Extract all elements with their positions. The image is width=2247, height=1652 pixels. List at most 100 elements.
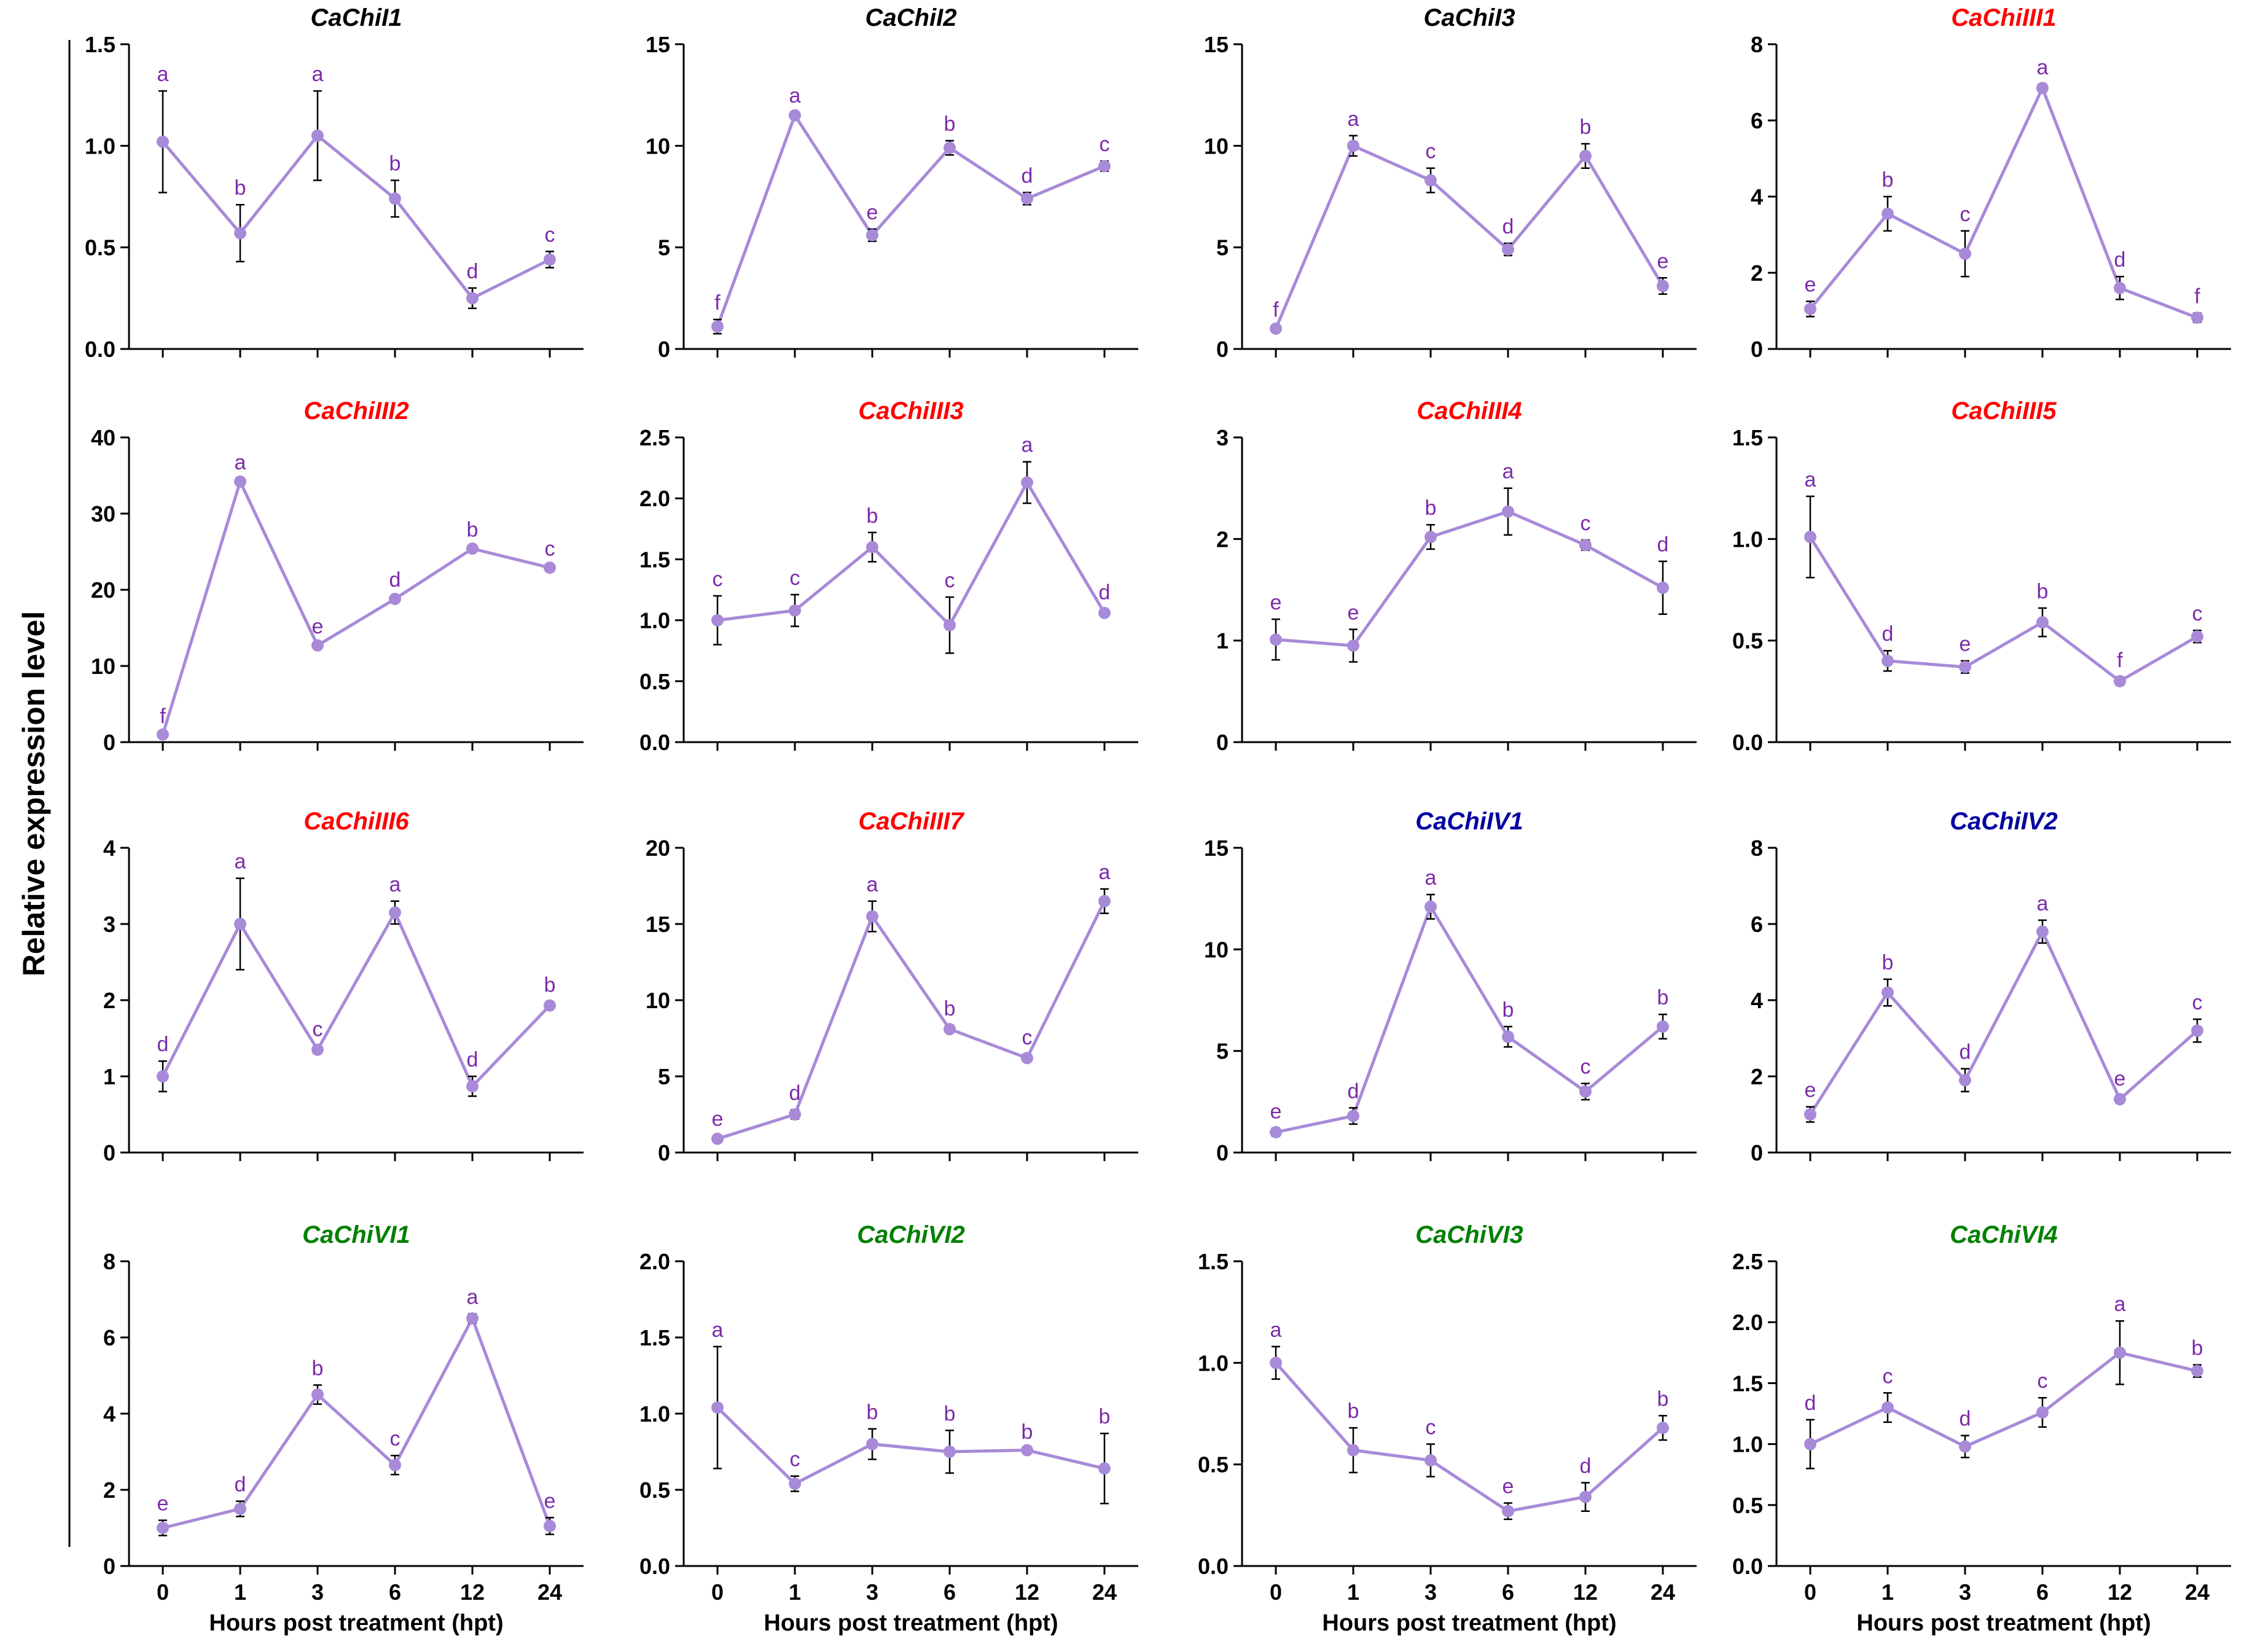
- x-tick-label: 3: [1424, 1580, 1437, 1605]
- data-label: a: [1503, 460, 1514, 483]
- data-point: [2114, 675, 2126, 687]
- y-tick-label: 1: [1216, 628, 1229, 654]
- data-label: a: [467, 1286, 479, 1309]
- y-tick-label: 4: [1751, 184, 1763, 209]
- panel-CaChiI2: CaChiI2 0 5 10 15 f a e b d c: [646, 4, 1138, 362]
- data-label: c: [945, 569, 955, 592]
- panel-CaChiIII2: CaChiIII2 0 10 20 30 40 f a e d b c: [91, 397, 584, 755]
- y-tick-label: 3: [1216, 425, 1229, 450]
- y-tick-label: 6: [1751, 912, 1763, 937]
- data-label: a: [235, 451, 246, 474]
- data-point: [2114, 1346, 2126, 1359]
- data-point: [1502, 505, 1514, 518]
- data-label: b: [867, 504, 878, 528]
- data-label: d: [235, 1473, 246, 1497]
- y-tick-label: 3: [103, 912, 115, 937]
- data-point: [1270, 1125, 1282, 1138]
- data-label: e: [1348, 601, 1359, 624]
- y-tick-label: 40: [91, 425, 115, 450]
- y-tick-label: 0: [1751, 337, 1763, 362]
- y-tick-label: 2.5: [639, 425, 670, 450]
- x-tick-label: 1: [789, 1580, 801, 1605]
- y-tick-label: 10: [646, 988, 670, 1013]
- data-point: [157, 135, 169, 148]
- y-tick-label: 1.0: [1732, 527, 1763, 552]
- data-label: b: [312, 1357, 324, 1380]
- y-tick-label: 5: [1216, 235, 1229, 260]
- data-label: b: [2192, 1337, 2203, 1360]
- y-tick-label: 1.0: [85, 133, 115, 159]
- y-tick-label: 0.0: [639, 730, 670, 755]
- y-tick-label: 0.5: [1732, 628, 1763, 654]
- data-label: f: [2117, 649, 2123, 672]
- data-point: [1270, 633, 1282, 646]
- y-axis-label: Relative expression level: [17, 611, 51, 977]
- y-tick-label: 15: [646, 32, 670, 57]
- y-tick-label: 2.5: [1732, 1249, 1763, 1274]
- data-label: d: [1960, 1407, 1971, 1431]
- data-point: [866, 541, 878, 554]
- y-tick-label: 2: [1216, 527, 1229, 552]
- series-line: [716, 112, 1105, 327]
- y-tick-label: 0: [1216, 730, 1229, 755]
- data-point: [1579, 1085, 1592, 1098]
- panel-CaChiVI4: CaChiVI4 0.0 0.5 1.0 1.5 2.0 2.5 0 1 3 6 12 24 Hours …: [1732, 1221, 2231, 1636]
- y-tick-label: 0.0: [85, 337, 115, 362]
- data-point: [466, 542, 479, 555]
- data-point: [2191, 630, 2203, 643]
- panel-title: CaChiIII2: [303, 397, 408, 425]
- data-point: [711, 614, 724, 627]
- y-tick-label: 0: [658, 337, 670, 362]
- y-tick-label: 10: [1204, 133, 1229, 159]
- data-label: a: [1022, 434, 1033, 457]
- data-label: a: [2037, 892, 2049, 915]
- data-label: b: [944, 112, 956, 136]
- data-point: [1959, 660, 1971, 673]
- data-label: c: [1426, 140, 1436, 163]
- data-label: a: [2037, 56, 2049, 79]
- data-label: d: [467, 1048, 479, 1071]
- data-point: [1021, 1052, 1033, 1065]
- data-label: c: [1022, 1026, 1033, 1049]
- data-point: [1098, 606, 1111, 619]
- data-point: [1098, 1462, 1111, 1475]
- data-point: [1424, 174, 1437, 187]
- data-label: c: [2192, 991, 2203, 1014]
- x-tick-label: 12: [2108, 1580, 2132, 1605]
- data-point: [1021, 192, 1033, 205]
- data-point: [944, 1446, 956, 1458]
- y-tick-label: 0.0: [1732, 730, 1763, 755]
- data-label: b: [1099, 1405, 1111, 1428]
- panel-CaChiIII6: CaChiIII6 0 1 2 3 4 d a c a d b: [103, 808, 584, 1165]
- data-label: b: [1348, 1400, 1359, 1423]
- y-tick-label: 8: [1751, 836, 1763, 861]
- data-point: [1502, 1505, 1514, 1517]
- y-tick-label: 6: [103, 1325, 115, 1350]
- series-line: [162, 1314, 552, 1530]
- y-tick-label: 0: [103, 1554, 115, 1579]
- y-tick-label: 0.0: [1198, 1554, 1229, 1579]
- y-tick-label: 0: [103, 730, 115, 755]
- data-point: [234, 227, 246, 240]
- x-tick-label: 0: [1804, 1580, 1816, 1605]
- data-point: [1804, 531, 1816, 544]
- x-tick-label: 24: [537, 1580, 562, 1605]
- x-axis-label: Hours post treatment (hpt): [1856, 1610, 2151, 1636]
- y-tick-label: 5: [658, 235, 670, 260]
- y-tick-label: 0: [103, 1140, 115, 1165]
- panel-CaChiIV2: CaChiIV2 0 2 4 6 8 e b d a e c: [1751, 808, 2231, 1165]
- data-label: c: [713, 568, 723, 591]
- data-label: c: [313, 1017, 323, 1041]
- data-point: [711, 1401, 724, 1414]
- y-tick-label: 15: [646, 912, 670, 937]
- panel-title: CaChiIII1: [1951, 4, 2056, 31]
- data-point: [234, 475, 246, 488]
- panel-CaChiIII3: CaChiIII3 0.0 0.5 1.0 1.5 2.0 2.5 c c b c a d: [639, 397, 1138, 755]
- data-point: [157, 1522, 169, 1534]
- data-label: e: [1270, 1100, 1282, 1123]
- data-label: c: [2192, 602, 2203, 625]
- data-point: [311, 1043, 324, 1056]
- x-axis-label: Hours post treatment (hpt): [1322, 1610, 1616, 1636]
- data-point: [234, 918, 246, 930]
